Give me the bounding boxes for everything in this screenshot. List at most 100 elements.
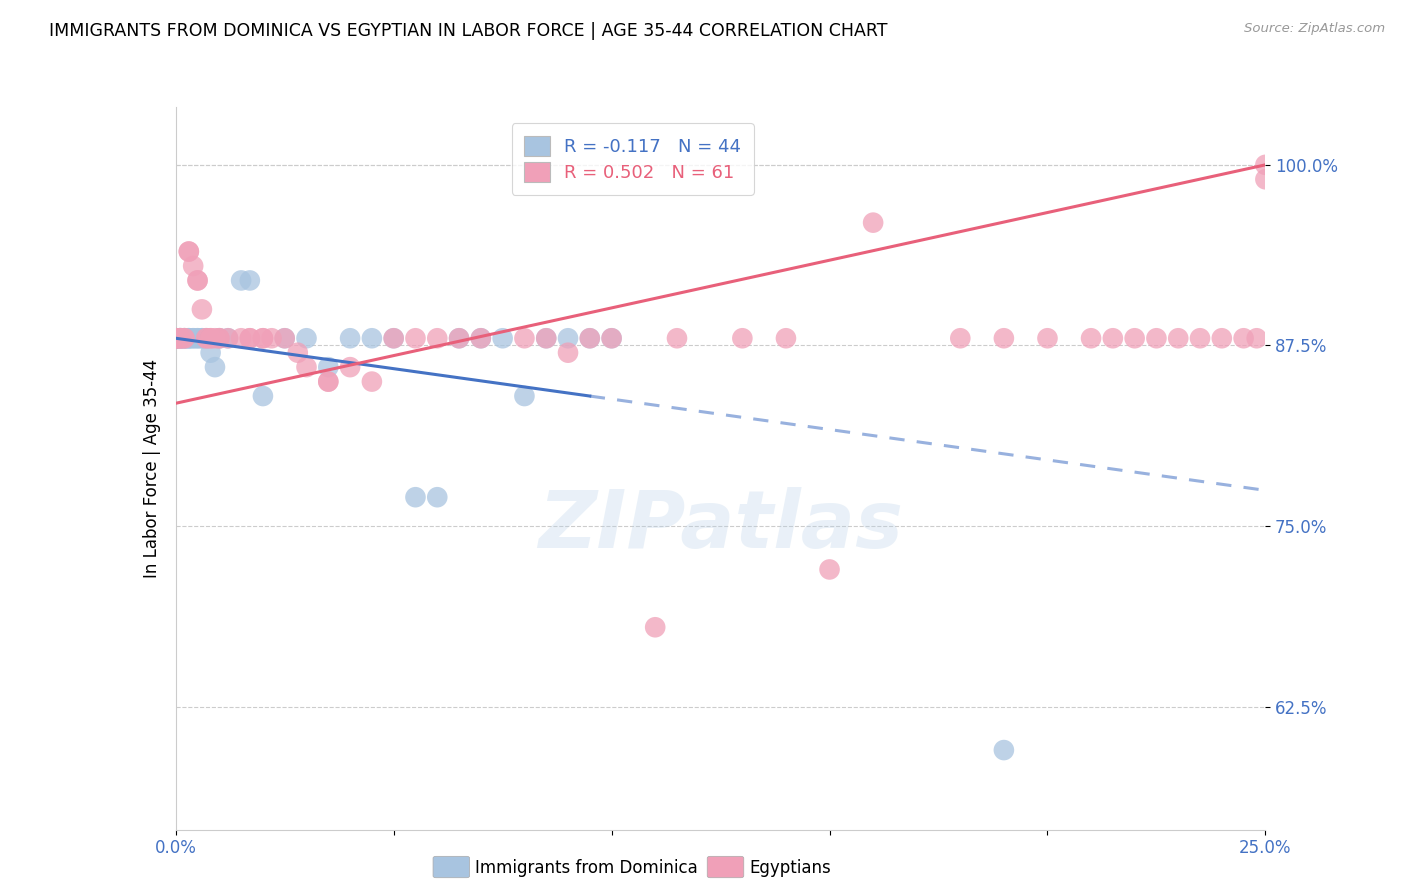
Point — [191, 331, 214, 345]
Point — [287, 345, 309, 359]
Point — [169, 331, 191, 345]
Point — [252, 389, 274, 403]
Point — [173, 331, 195, 345]
Point — [1123, 331, 1146, 345]
Point — [557, 345, 579, 359]
Point — [165, 331, 187, 345]
Point — [239, 331, 262, 345]
Point — [993, 331, 1015, 345]
Point — [1144, 331, 1167, 345]
Point — [173, 331, 195, 345]
Point — [169, 331, 191, 345]
Point — [200, 345, 222, 359]
Point — [318, 360, 340, 375]
Point — [1246, 331, 1268, 345]
Point — [165, 331, 187, 345]
Point — [177, 331, 200, 345]
Point — [557, 331, 579, 345]
Point — [1211, 331, 1233, 345]
Point — [191, 331, 214, 345]
Point — [295, 331, 318, 345]
Point — [318, 375, 340, 389]
Point — [775, 331, 797, 345]
Point — [204, 360, 226, 375]
Point — [186, 273, 209, 287]
Point — [177, 244, 200, 259]
Text: Egyptians: Egyptians — [749, 859, 831, 877]
Point — [173, 331, 195, 345]
Point — [177, 331, 200, 345]
Point — [470, 331, 492, 345]
Point — [169, 331, 191, 345]
Point — [295, 360, 318, 375]
Point — [186, 273, 209, 287]
Point — [252, 331, 274, 345]
Point — [492, 331, 515, 345]
Point — [169, 331, 191, 345]
Point — [186, 331, 209, 345]
Point — [217, 331, 239, 345]
Point — [260, 331, 283, 345]
Point — [949, 331, 972, 345]
Point — [239, 273, 262, 287]
Point — [862, 216, 884, 230]
Point — [600, 331, 623, 345]
Point — [426, 490, 449, 504]
Point — [1036, 331, 1059, 345]
Point — [181, 331, 204, 345]
Point — [470, 331, 492, 345]
Point — [169, 331, 191, 345]
Point — [231, 273, 253, 287]
Point — [173, 331, 195, 345]
Point — [318, 375, 340, 389]
Point — [274, 331, 297, 345]
Point — [534, 331, 557, 345]
Point — [169, 331, 191, 345]
Point — [447, 331, 470, 345]
Point — [1167, 331, 1189, 345]
FancyBboxPatch shape — [433, 856, 470, 878]
Point — [360, 331, 382, 345]
Point — [1254, 158, 1277, 172]
Point — [1080, 331, 1102, 345]
Point — [252, 331, 274, 345]
FancyBboxPatch shape — [707, 856, 744, 878]
Point — [534, 331, 557, 345]
Point — [382, 331, 405, 345]
Point — [165, 331, 187, 345]
Point — [195, 331, 218, 345]
Point — [644, 620, 666, 634]
Point — [217, 331, 239, 345]
Point — [1254, 172, 1277, 186]
Point — [204, 331, 226, 345]
Point — [1189, 331, 1212, 345]
Point — [1102, 331, 1125, 345]
Y-axis label: In Labor Force | Age 35-44: In Labor Force | Age 35-44 — [143, 359, 162, 578]
Point — [382, 331, 405, 345]
Point — [177, 331, 200, 345]
Point — [195, 331, 218, 345]
Point — [177, 244, 200, 259]
Point — [513, 331, 536, 345]
Point — [579, 331, 602, 345]
Point — [195, 331, 218, 345]
Point — [447, 331, 470, 345]
Point — [231, 331, 253, 345]
Point — [200, 331, 222, 345]
Point — [274, 331, 297, 345]
Point — [600, 331, 623, 345]
Point — [666, 331, 689, 345]
Point — [339, 360, 361, 375]
Point — [191, 302, 214, 317]
Point — [818, 562, 841, 576]
Point — [208, 331, 231, 345]
Point — [405, 331, 427, 345]
Point — [513, 389, 536, 403]
Point — [200, 331, 222, 345]
Point — [165, 331, 187, 345]
Point — [165, 331, 187, 345]
Point — [339, 331, 361, 345]
Text: IMMIGRANTS FROM DOMINICA VS EGYPTIAN IN LABOR FORCE | AGE 35-44 CORRELATION CHAR: IMMIGRANTS FROM DOMINICA VS EGYPTIAN IN … — [49, 22, 887, 40]
Point — [993, 743, 1015, 757]
Point — [360, 375, 382, 389]
